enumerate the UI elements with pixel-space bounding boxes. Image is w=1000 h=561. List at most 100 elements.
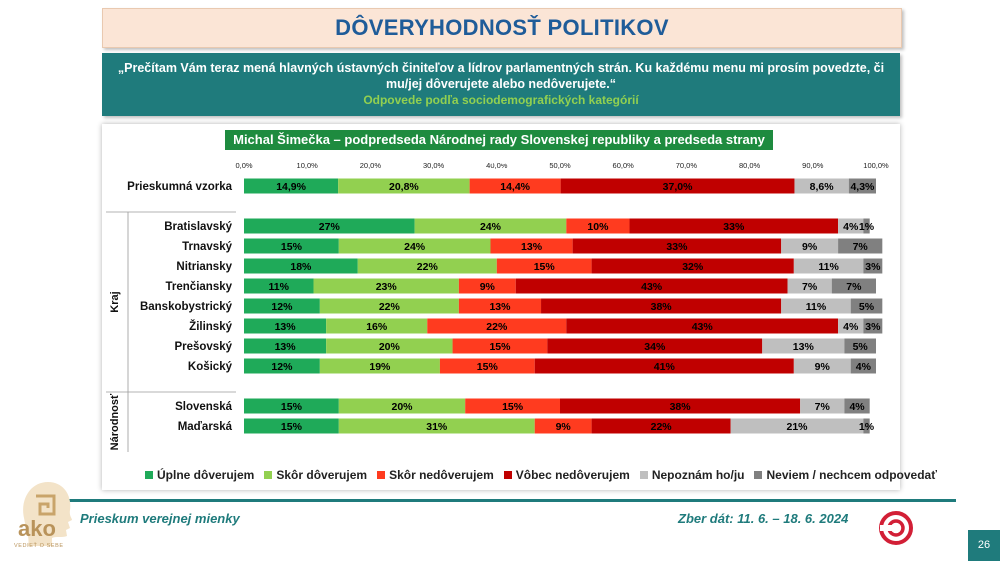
bar-segment <box>838 238 883 254</box>
bar-segment <box>793 358 851 374</box>
x-tick-label: 90,0% <box>802 161 824 170</box>
data-label: 12% <box>271 361 293 373</box>
data-label: 11% <box>269 281 290 293</box>
row-label: Košický <box>188 361 233 373</box>
data-label: 4% <box>843 221 859 233</box>
bar-segment <box>338 238 491 254</box>
legend-item: Skôr nedôverujem <box>377 468 494 482</box>
bar-segment <box>844 338 876 354</box>
data-label: 38% <box>670 401 692 413</box>
data-label: 33% <box>666 241 688 253</box>
x-tick-label: 20,0% <box>360 161 382 170</box>
data-label: 43% <box>641 281 663 293</box>
data-label: 4% <box>849 401 865 413</box>
data-label: 13% <box>275 341 297 353</box>
group-label: Národnosť <box>109 393 121 450</box>
row-label: Trenčiansky <box>166 281 233 293</box>
data-label: 10% <box>587 221 609 233</box>
data-label: 20% <box>391 401 413 413</box>
bar-segment <box>244 398 339 414</box>
bar-segment <box>560 398 801 414</box>
slide-title-box: DÔVERYHODNOSŤ POLITIKOV <box>102 8 902 48</box>
data-label: 7% <box>846 281 862 293</box>
data-label: 13% <box>521 241 543 253</box>
data-label: 15% <box>477 361 499 373</box>
bar-segment <box>490 238 573 254</box>
data-label: 33% <box>723 221 745 233</box>
data-label: 16% <box>366 321 388 333</box>
group-label: Kraj <box>109 291 121 312</box>
bar-segment <box>338 178 470 194</box>
ako-logo-tagline: VEDIEŤ O SEBE <box>14 543 64 549</box>
legend-label: Skôr dôverujem <box>276 468 368 482</box>
bar-segment <box>427 318 567 334</box>
ako-logo-text: ako <box>18 516 56 541</box>
data-label: 9% <box>802 241 818 253</box>
data-label: 15% <box>281 401 303 413</box>
bar-segment <box>319 298 459 314</box>
x-tick-label: 30,0% <box>423 161 445 170</box>
legend-item: Neviem / nechcem odpovedať <box>754 468 937 482</box>
data-label: 20% <box>379 341 401 353</box>
bar-segment <box>838 318 864 334</box>
bar-segment <box>629 218 839 234</box>
bar-segment <box>534 358 794 374</box>
legend-label: Neviem / nechcem odpovedať <box>766 468 937 482</box>
ako-head-logo-icon <box>23 482 72 546</box>
data-label: 5% <box>853 341 869 353</box>
bar-segment <box>244 238 339 254</box>
data-label: 1% <box>859 221 875 233</box>
data-label: 3% <box>865 261 881 273</box>
bar-segment <box>458 298 542 314</box>
bar-segment <box>730 418 864 434</box>
data-label: 7% <box>853 241 869 253</box>
legend-swatch <box>377 471 386 479</box>
data-label: 22% <box>379 301 401 313</box>
data-label: 15% <box>534 261 556 273</box>
bar-segment <box>496 258 592 274</box>
footer-date-label: Zber dát: 11. 6. – 18. 6. 2024 <box>678 511 849 526</box>
legend-swatch <box>503 471 512 479</box>
data-label: 22% <box>417 261 439 273</box>
legend-swatch <box>639 471 648 479</box>
data-label: 4,3% <box>850 181 875 193</box>
bar-segment <box>794 178 849 194</box>
data-label: 7% <box>815 401 831 413</box>
bar-segment <box>534 418 592 434</box>
bar-segment <box>787 278 832 294</box>
data-label: 5% <box>859 301 875 313</box>
bar-segment <box>338 418 535 434</box>
data-label: 24% <box>480 221 502 233</box>
bar-segment <box>838 218 864 234</box>
row-label: Slovenská <box>175 401 232 413</box>
legend-item: Úplne dôverujem <box>145 468 254 482</box>
legend-item: Nepoznám ho/ju <box>639 468 744 482</box>
bar-segment <box>515 278 788 294</box>
legend-swatch <box>754 471 763 479</box>
bar-segment <box>244 358 320 374</box>
bar-segment <box>313 278 459 294</box>
bar-segment <box>458 278 516 294</box>
legend-item: Skôr dôverujem <box>264 468 367 482</box>
bar-segment <box>244 258 358 274</box>
x-tick-label: 60,0% <box>613 161 635 170</box>
data-label: 7% <box>802 281 818 293</box>
bar-segment <box>781 298 851 314</box>
data-label: 41% <box>654 361 676 373</box>
data-label: 34% <box>644 341 666 353</box>
bar-segment <box>560 178 795 194</box>
data-label: 9% <box>480 281 496 293</box>
row-label: Prieskumná vzorka <box>127 181 232 193</box>
bar-segment <box>244 338 327 354</box>
data-label: 11% <box>806 301 827 313</box>
bar-segment <box>244 278 314 294</box>
footer-divider <box>62 499 956 502</box>
legend-item: Vôbec nedôverujem <box>503 468 630 482</box>
bar-segment <box>244 298 320 314</box>
bar-segment <box>326 318 428 334</box>
row-label: Prešovský <box>174 341 232 353</box>
row-label: Maďarská <box>178 421 233 433</box>
bar-segment <box>781 238 839 254</box>
data-label: 31% <box>426 421 448 433</box>
